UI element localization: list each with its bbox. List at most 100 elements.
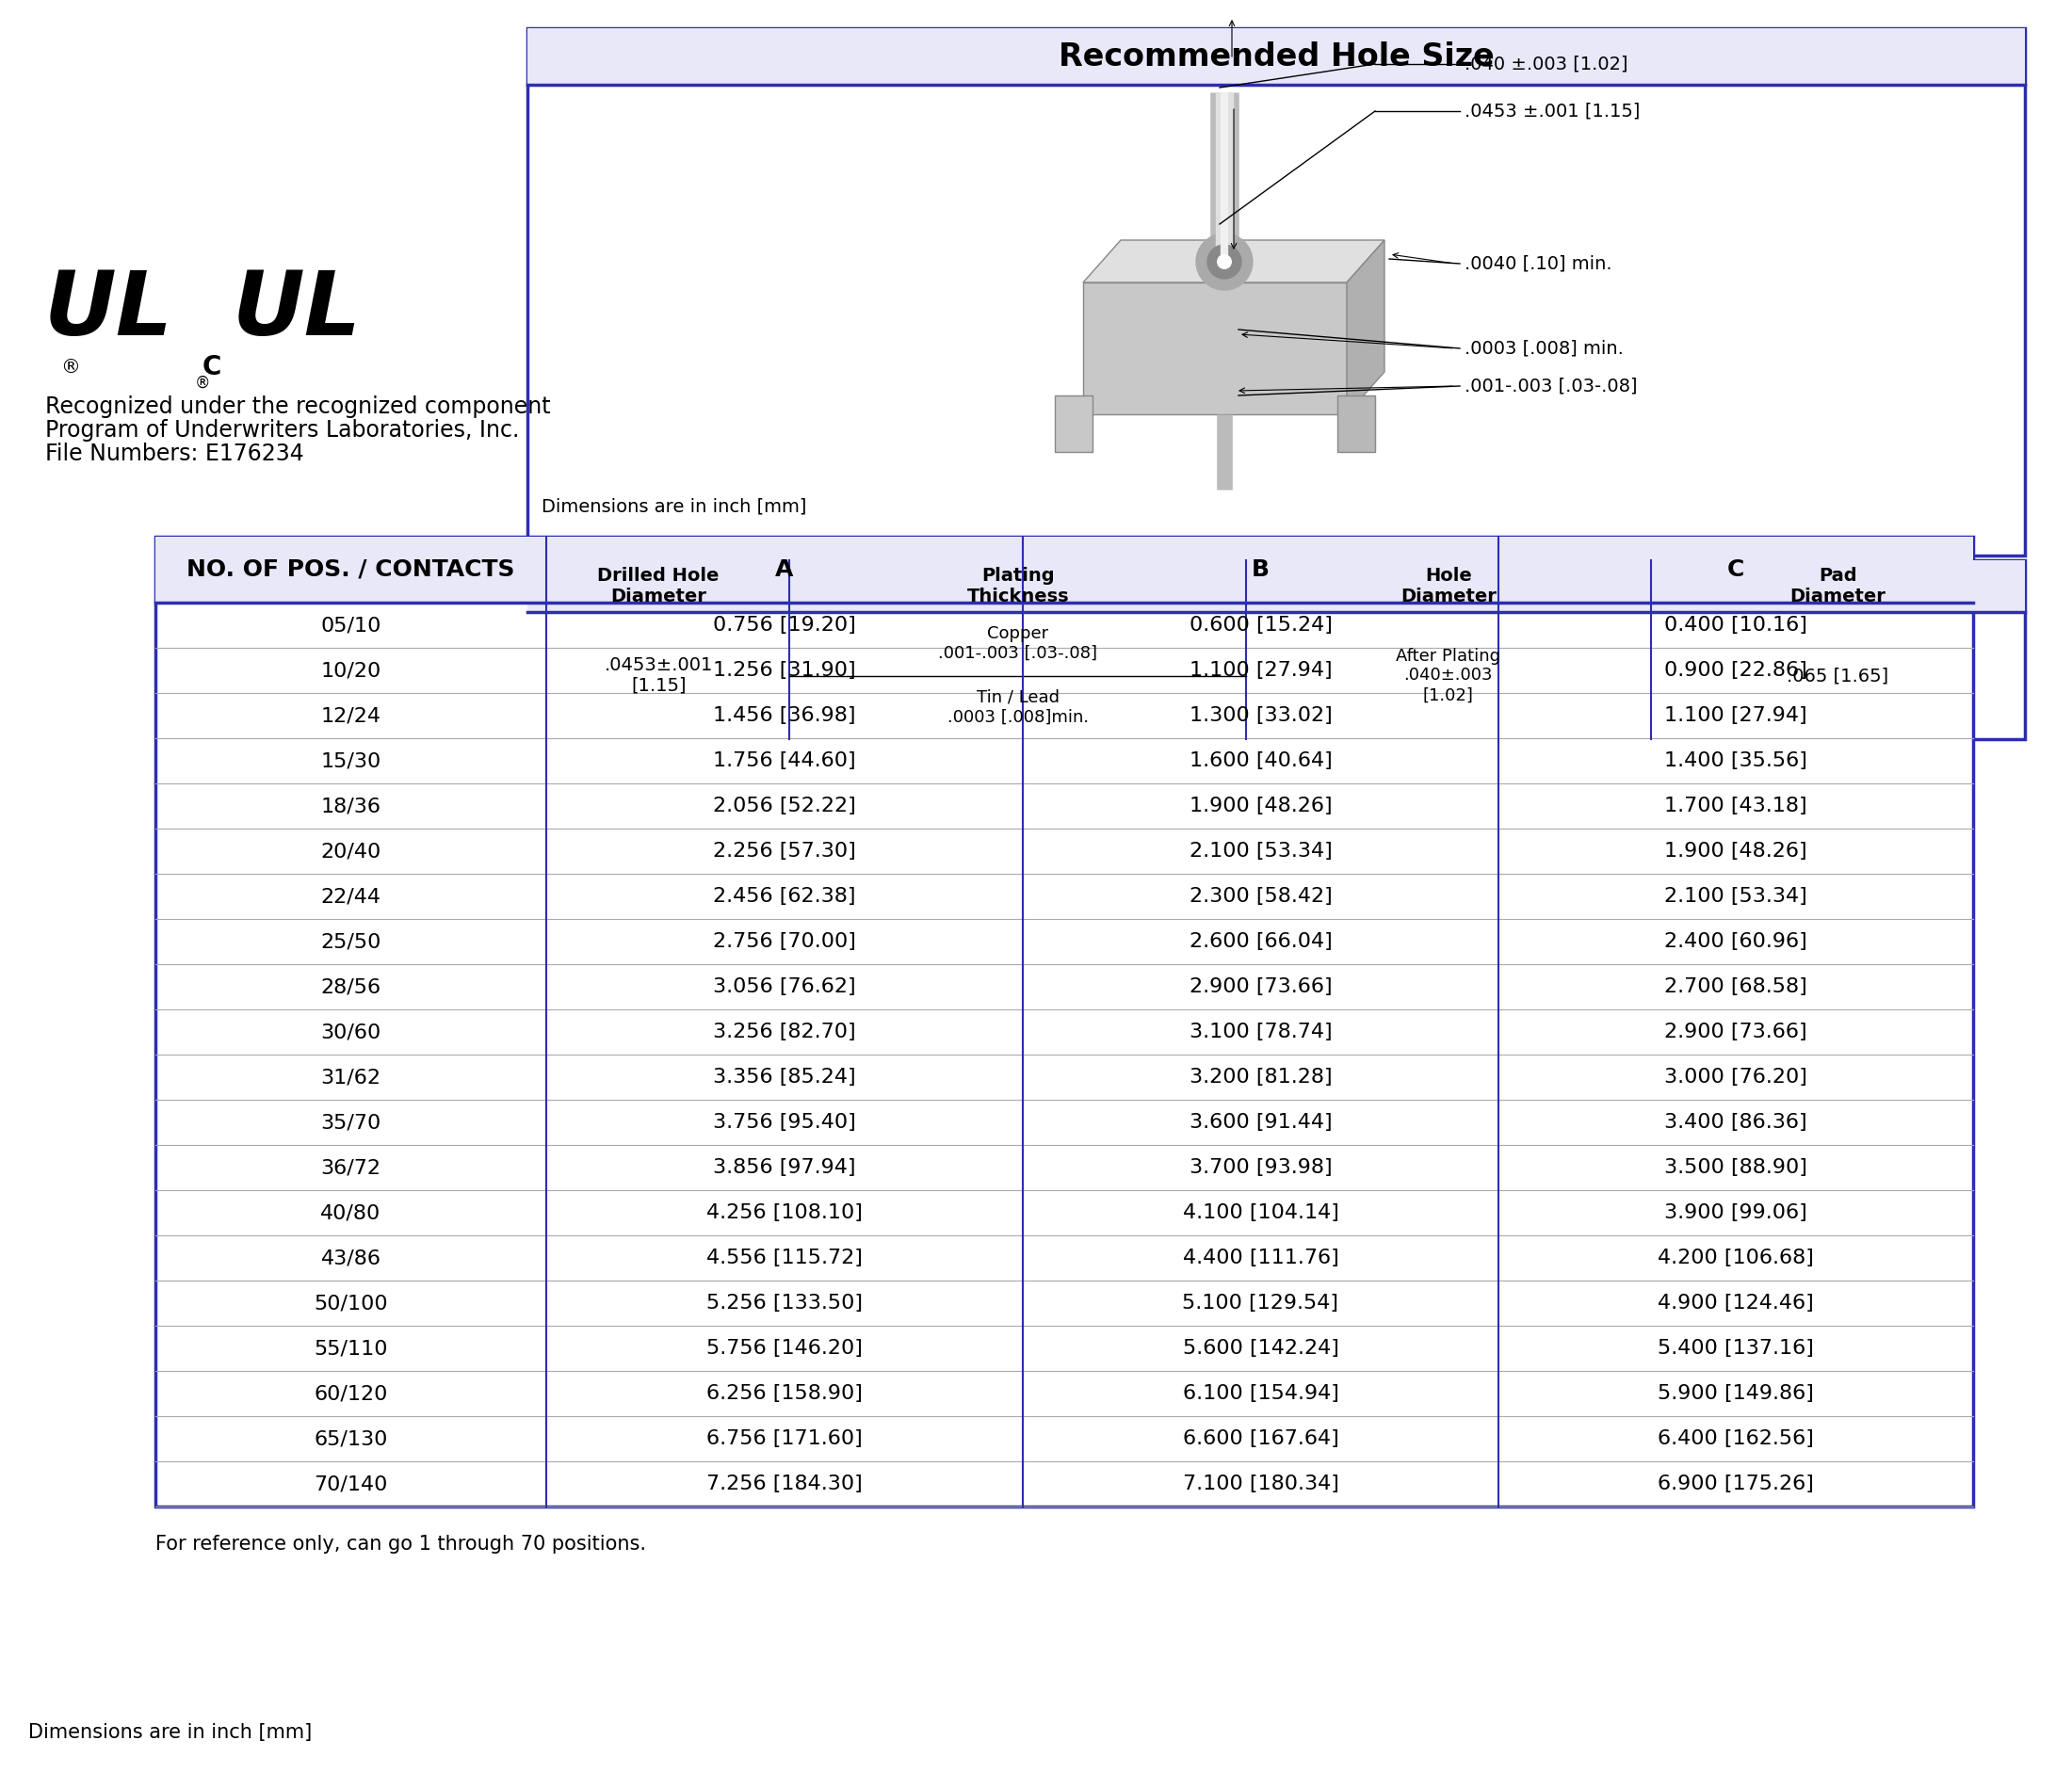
Text: 1.100 [27.94]: 1.100 [27.94] bbox=[1189, 660, 1332, 680]
Text: 43/86: 43/86 bbox=[321, 1249, 381, 1267]
Bar bbox=[155, 537, 1973, 603]
Text: 2.600 [66.04]: 2.600 [66.04] bbox=[1189, 932, 1332, 952]
Text: 3.256 [82.70]: 3.256 [82.70] bbox=[713, 1023, 856, 1041]
Text: 2.756 [70.00]: 2.756 [70.00] bbox=[713, 932, 856, 952]
Text: 35/70: 35/70 bbox=[321, 1113, 381, 1132]
Text: 15/30: 15/30 bbox=[321, 751, 381, 771]
Bar bbox=[1055, 395, 1092, 453]
Text: 3.856 [97.94]: 3.856 [97.94] bbox=[713, 1157, 856, 1177]
Text: .0040 [.10] min.: .0040 [.10] min. bbox=[1465, 254, 1612, 272]
Bar bbox=[528, 560, 2024, 739]
Circle shape bbox=[1208, 245, 1241, 279]
Text: 2.100 [53.34]: 2.100 [53.34] bbox=[1189, 843, 1332, 861]
Text: UL: UL bbox=[44, 267, 172, 354]
Text: .001-.003 [.03-.08]: .001-.003 [.03-.08] bbox=[1465, 377, 1637, 395]
Text: Drilled Hole
Diameter: Drilled Hole Diameter bbox=[597, 567, 719, 605]
Text: 2.056 [52.22]: 2.056 [52.22] bbox=[713, 796, 856, 816]
Text: ®: ® bbox=[60, 358, 81, 377]
Text: Program of Underwriters Laboratories, Inc.: Program of Underwriters Laboratories, In… bbox=[46, 419, 520, 442]
Text: 4.900 [124.46]: 4.900 [124.46] bbox=[1658, 1293, 1813, 1313]
Text: 6.900 [175.26]: 6.900 [175.26] bbox=[1658, 1474, 1813, 1494]
Text: 4.100 [104.14]: 4.100 [104.14] bbox=[1183, 1204, 1339, 1222]
Text: 65/130: 65/130 bbox=[313, 1429, 387, 1447]
Text: 22/44: 22/44 bbox=[321, 887, 381, 905]
Text: 2.400 [60.96]: 2.400 [60.96] bbox=[1664, 932, 1807, 952]
Bar bbox=[1336, 395, 1376, 453]
Text: 6.756 [171.60]: 6.756 [171.60] bbox=[707, 1429, 862, 1447]
Text: 2.100 [53.34]: 2.100 [53.34] bbox=[1664, 887, 1807, 905]
Text: 4.556 [115.72]: 4.556 [115.72] bbox=[707, 1249, 862, 1267]
Text: ®: ® bbox=[195, 374, 209, 392]
Text: 2.456 [62.38]: 2.456 [62.38] bbox=[713, 887, 856, 905]
Text: UL: UL bbox=[232, 267, 361, 354]
Text: 4.256 [108.10]: 4.256 [108.10] bbox=[707, 1204, 862, 1222]
Text: 6.100 [154.94]: 6.100 [154.94] bbox=[1183, 1385, 1339, 1403]
Text: C: C bbox=[1728, 558, 1745, 581]
Text: 0.900 [22.86]: 0.900 [22.86] bbox=[1664, 660, 1807, 680]
Text: 25/50: 25/50 bbox=[321, 932, 381, 952]
Text: Dimensions are in inch [mm]: Dimensions are in inch [mm] bbox=[29, 1723, 313, 1742]
Text: 6.256 [158.90]: 6.256 [158.90] bbox=[707, 1385, 862, 1403]
Text: Recommended Hole Size: Recommended Hole Size bbox=[1059, 41, 1494, 72]
Text: 30/60: 30/60 bbox=[321, 1023, 381, 1041]
Text: 0.400 [10.16]: 0.400 [10.16] bbox=[1664, 615, 1807, 635]
Text: 4.200 [106.68]: 4.200 [106.68] bbox=[1658, 1249, 1813, 1267]
Text: 3.400 [86.36]: 3.400 [86.36] bbox=[1664, 1113, 1807, 1132]
Text: 70/140: 70/140 bbox=[313, 1474, 387, 1494]
Text: 20/40: 20/40 bbox=[321, 843, 381, 861]
Text: 0.600 [15.24]: 0.600 [15.24] bbox=[1189, 615, 1332, 635]
Text: A: A bbox=[775, 558, 794, 581]
Bar bbox=[528, 560, 2024, 612]
Text: 40/80: 40/80 bbox=[321, 1204, 381, 1222]
Text: 5.400 [137.16]: 5.400 [137.16] bbox=[1658, 1338, 1813, 1358]
Text: Plating
Thickness: Plating Thickness bbox=[968, 567, 1069, 605]
Text: .065 [1.65]: .065 [1.65] bbox=[1786, 667, 1890, 685]
Text: 6.400 [162.56]: 6.400 [162.56] bbox=[1658, 1429, 1813, 1447]
Text: 60/120: 60/120 bbox=[313, 1385, 387, 1403]
Text: 1.900 [48.26]: 1.900 [48.26] bbox=[1664, 843, 1807, 861]
Text: 3.100 [78.74]: 3.100 [78.74] bbox=[1189, 1023, 1332, 1041]
Text: 1.900 [48.26]: 1.900 [48.26] bbox=[1189, 796, 1332, 816]
Text: 7.100 [180.34]: 7.100 [180.34] bbox=[1183, 1474, 1339, 1494]
Text: 2.300 [58.42]: 2.300 [58.42] bbox=[1189, 887, 1332, 905]
Text: 5.900 [149.86]: 5.900 [149.86] bbox=[1658, 1385, 1813, 1403]
Text: 55/110: 55/110 bbox=[313, 1338, 387, 1358]
Text: 2.900 [73.66]: 2.900 [73.66] bbox=[1189, 977, 1332, 996]
Bar bbox=[528, 29, 2024, 556]
Text: 31/62: 31/62 bbox=[321, 1068, 381, 1086]
Text: NO. OF POS. / CONTACTS: NO. OF POS. / CONTACTS bbox=[186, 558, 516, 581]
Polygon shape bbox=[1084, 240, 1384, 283]
Text: Recognized under the recognized component: Recognized under the recognized componen… bbox=[46, 395, 551, 419]
Text: 5.756 [146.20]: 5.756 [146.20] bbox=[707, 1338, 862, 1358]
Text: For reference only, can go 1 through 70 positions.: For reference only, can go 1 through 70 … bbox=[155, 1535, 646, 1553]
Bar bbox=[528, 29, 2024, 84]
Text: 5.256 [133.50]: 5.256 [133.50] bbox=[707, 1293, 862, 1313]
Text: 2.700 [68.58]: 2.700 [68.58] bbox=[1664, 977, 1807, 996]
Text: Hole
Diameter: Hole Diameter bbox=[1401, 567, 1496, 605]
Text: .040 ±.003 [1.02]: .040 ±.003 [1.02] bbox=[1465, 55, 1629, 73]
Text: 18/36: 18/36 bbox=[321, 796, 381, 816]
Text: 1.300 [33.02]: 1.300 [33.02] bbox=[1189, 707, 1332, 725]
Text: 3.756 [95.40]: 3.756 [95.40] bbox=[713, 1113, 856, 1132]
Text: Tin / Lead
.0003 [.008]min.: Tin / Lead .0003 [.008]min. bbox=[947, 689, 1088, 726]
Text: 3.056 [76.62]: 3.056 [76.62] bbox=[713, 977, 856, 996]
Text: 2.900 [73.66]: 2.900 [73.66] bbox=[1664, 1023, 1807, 1041]
Text: 3.700 [93.98]: 3.700 [93.98] bbox=[1189, 1157, 1332, 1177]
Text: 1.100 [27.94]: 1.100 [27.94] bbox=[1664, 707, 1807, 725]
Circle shape bbox=[1196, 234, 1254, 290]
Text: Pad
Diameter: Pad Diameter bbox=[1790, 567, 1886, 605]
Text: .0453 ±.001 [1.15]: .0453 ±.001 [1.15] bbox=[1465, 102, 1641, 120]
Text: 3.500 [88.90]: 3.500 [88.90] bbox=[1664, 1157, 1807, 1177]
Text: 6.600 [167.64]: 6.600 [167.64] bbox=[1183, 1429, 1339, 1447]
Text: C: C bbox=[203, 354, 222, 381]
Text: 50/100: 50/100 bbox=[313, 1293, 387, 1313]
Text: 4.400 [111.76]: 4.400 [111.76] bbox=[1183, 1249, 1339, 1267]
Text: 2.256 [57.30]: 2.256 [57.30] bbox=[713, 843, 856, 861]
Text: 3.600 [91.44]: 3.600 [91.44] bbox=[1189, 1113, 1332, 1132]
Text: 1.700 [43.18]: 1.700 [43.18] bbox=[1664, 796, 1807, 816]
Text: 3.900 [99.06]: 3.900 [99.06] bbox=[1664, 1204, 1807, 1222]
Text: 12/24: 12/24 bbox=[321, 707, 381, 725]
Text: 3.200 [81.28]: 3.200 [81.28] bbox=[1189, 1068, 1332, 1086]
Text: 1.456 [36.98]: 1.456 [36.98] bbox=[713, 707, 856, 725]
Circle shape bbox=[1216, 254, 1233, 270]
